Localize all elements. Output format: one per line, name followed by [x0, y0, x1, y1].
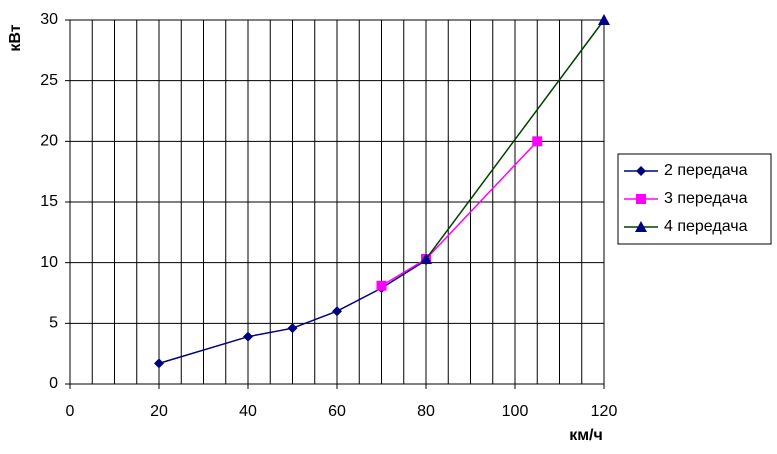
x-tick-label: 20 [150, 403, 168, 420]
y-tick-label: 10 [40, 254, 58, 271]
marker [532, 136, 543, 147]
x-tick-label: 40 [239, 403, 257, 420]
y-axis-title: кВт [7, 24, 24, 51]
y-tick-label: 25 [40, 72, 58, 89]
x-axis-title: км/ч [569, 427, 603, 444]
x-tick-label: 120 [591, 403, 618, 420]
legend-label: 3 передача [664, 190, 748, 207]
marker [420, 253, 432, 265]
y-tick-label: 0 [49, 375, 58, 392]
y-tick-label: 20 [40, 133, 58, 150]
marker [287, 323, 298, 334]
series-line [158, 259, 427, 365]
legend-marker [635, 221, 647, 232]
legend-label: 4 передача [664, 218, 748, 235]
x-tick-label: 0 [66, 403, 75, 420]
y-tick-label: 5 [49, 315, 58, 332]
marker [332, 306, 342, 317]
marker [243, 331, 253, 342]
legend-label: 2 передача [664, 162, 748, 179]
marker [154, 358, 164, 369]
legend-marker [636, 166, 646, 176]
marker [376, 280, 387, 291]
marker [598, 14, 610, 25]
x-tick-label: 80 [417, 403, 435, 420]
x-tick-label: 100 [502, 403, 529, 420]
series-line [425, 19, 605, 260]
y-tick-label: 15 [40, 193, 58, 210]
y-tick-label: 30 [40, 11, 58, 28]
plot-border [69, 19, 605, 385]
x-tick-label: 60 [328, 403, 346, 420]
legend-marker [636, 194, 646, 204]
